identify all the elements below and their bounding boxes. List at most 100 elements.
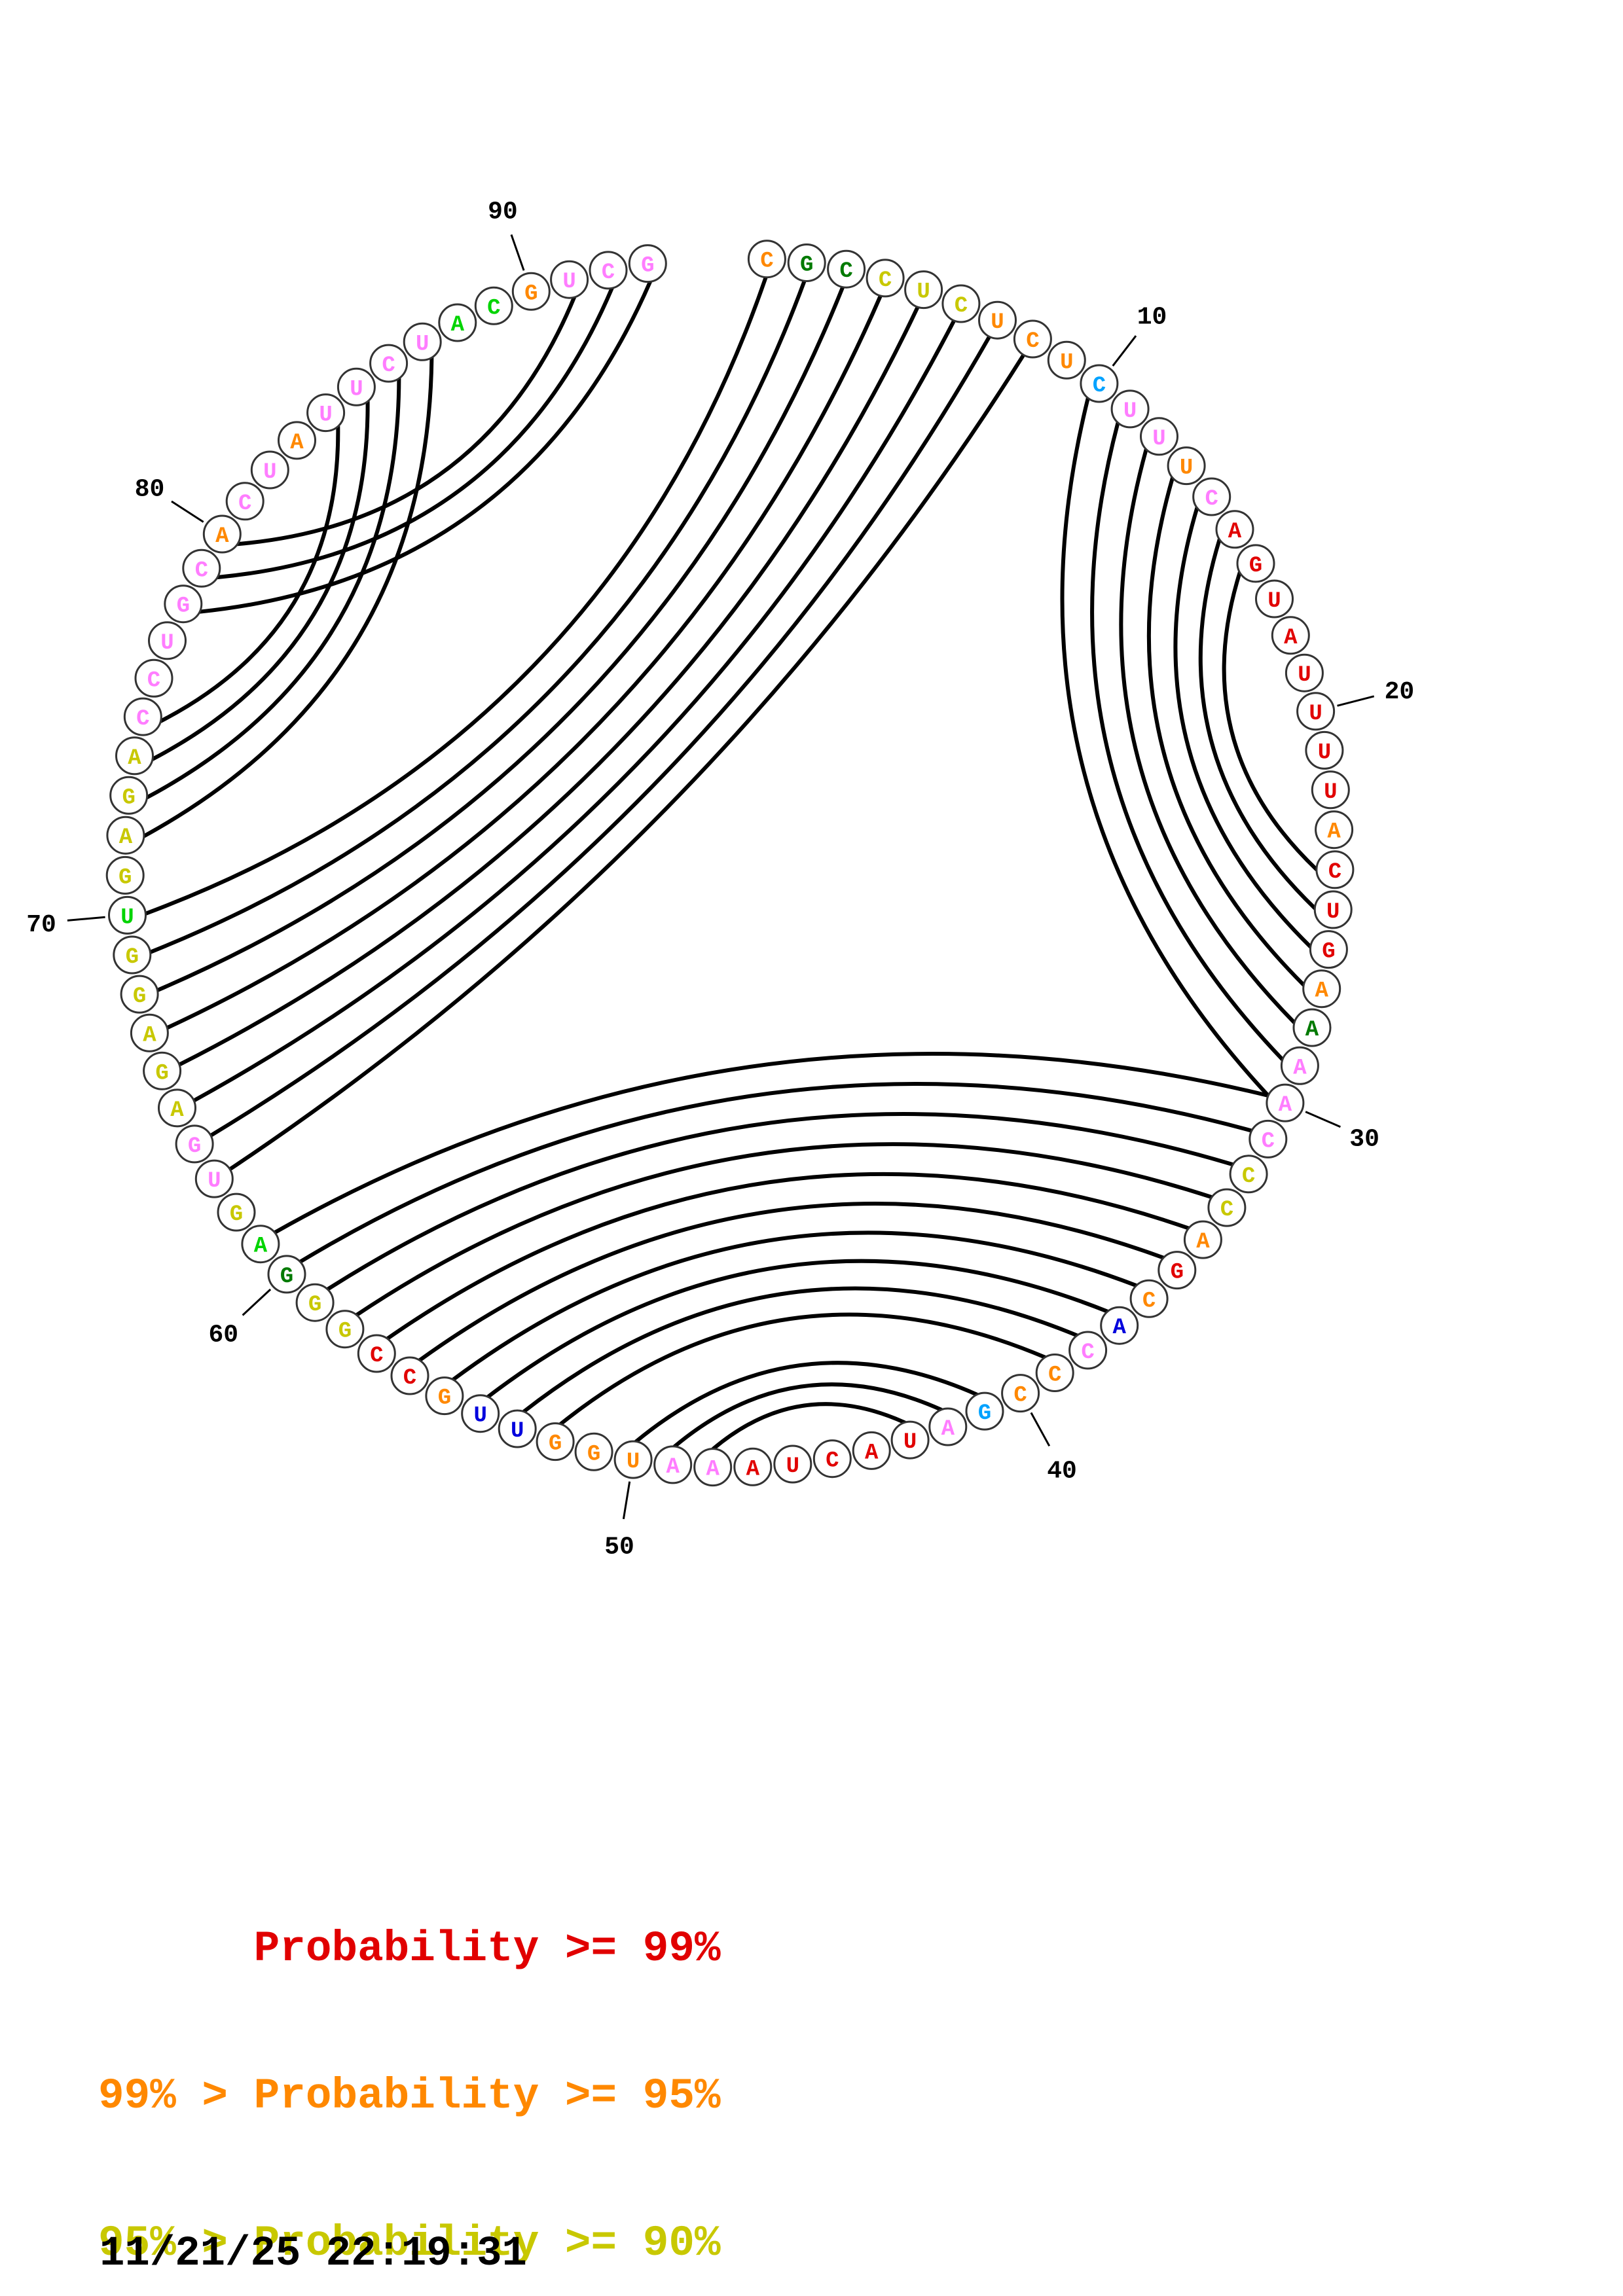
position-label-tick — [1337, 695, 1375, 707]
nucleotide-circle — [1013, 319, 1052, 359]
base-pair-arc — [385, 1172, 1191, 1341]
nucleotide-letter: G — [338, 1319, 352, 1344]
nucleotide-letter: G — [308, 1293, 321, 1318]
nucleotide-node: C — [1068, 1331, 1108, 1370]
nucleotide-circle — [357, 1334, 396, 1373]
nucleotide-letter: U — [991, 310, 1004, 335]
nucleotide-circle — [461, 1394, 500, 1433]
legend-item: 99% > Probability >= 95% — [98, 2072, 721, 2121]
nucleotide-node: A — [241, 1225, 280, 1264]
base-pair-arc — [711, 1402, 907, 1451]
nucleotide-letter: G — [133, 984, 146, 1009]
base-pair-arc — [634, 1361, 979, 1444]
nucleotide-node: C — [589, 251, 628, 290]
nucleotide-circle — [653, 1445, 693, 1484]
nucleotide-letter: U — [263, 460, 276, 485]
nucleotide-circle — [866, 259, 905, 298]
position-label-text: 60 — [208, 1321, 238, 1350]
nucleotide-node: C — [474, 286, 513, 325]
nucleotide-circle — [1311, 770, 1350, 810]
legend-item: 95% > Probability >= 90% — [98, 2219, 721, 2268]
base-pair-arc — [558, 1312, 1048, 1426]
base-pair-arc — [354, 1142, 1214, 1318]
base-pair-arc — [417, 1202, 1166, 1363]
nucleotide-letter: C — [1220, 1198, 1233, 1223]
nucleotide-node: C — [225, 482, 264, 521]
position-label: 40 — [1030, 1412, 1077, 1485]
nucleotide-circle — [1207, 1188, 1247, 1227]
nucleotide-circle — [1129, 1279, 1169, 1318]
base-pair-arc — [208, 334, 992, 1138]
position-label: 80 — [135, 475, 204, 523]
nucleotide-circle — [1292, 1008, 1332, 1047]
nucleotide-letter: C — [147, 668, 160, 693]
position-labels: 10 20 30 40 50 60 70 80 90 — [26, 198, 1414, 1562]
nucleotide-letter: U — [511, 1419, 524, 1444]
nucleotide-letter: C — [1262, 1129, 1275, 1154]
base-pair-arcs — [141, 275, 1319, 1451]
nucleotide-letter: C — [1093, 374, 1106, 399]
base-pair-arc — [272, 1052, 1271, 1235]
nucleotide-node: G — [1236, 544, 1275, 583]
nucleotide-node: U — [498, 1409, 537, 1448]
base-pair-arc — [228, 353, 1026, 1172]
nucleotide-letter: G — [1322, 940, 1335, 965]
nucleotide-node: G — [164, 584, 203, 624]
position-label-tick — [1112, 335, 1137, 367]
nucleotide-node: U — [1296, 692, 1336, 731]
nucleotide-node: C — [1249, 1119, 1288, 1158]
nucleotide-node: C — [866, 259, 905, 298]
nucleotide-letter: A — [941, 1417, 955, 1442]
nucleotide-node: C — [134, 658, 173, 698]
nucleotide-circle — [1080, 364, 1119, 403]
nucleotide-node: A — [158, 1088, 196, 1128]
nucleotide-letter: A — [1196, 1230, 1210, 1255]
nucleotide-circle — [474, 286, 513, 325]
nucleotide-node: C — [1013, 319, 1052, 359]
base-pair-arc — [1173, 505, 1313, 949]
nucleotide-node: A — [1292, 1008, 1332, 1047]
rna-circle-plot: C G C C UCUCUCUUUCAGUAUUUUACUGAAAACCCAGCACCC… — [26, 198, 1414, 1562]
position-label: 20 — [1337, 678, 1414, 707]
nucleotide-circle — [1068, 1331, 1108, 1370]
nucleotide-circle — [1280, 1046, 1319, 1085]
nucleotide-node: A — [130, 1013, 169, 1052]
nucleotide-circle — [498, 1409, 537, 1448]
nucleotide-circle — [1309, 930, 1348, 969]
nucleotide-circle — [115, 736, 154, 776]
nucleotide-circle — [202, 514, 242, 554]
nucleotide-circle — [143, 1051, 182, 1090]
nucleotide-letter: U — [1298, 663, 1311, 688]
nucleotide-node: C — [1192, 477, 1231, 516]
nucleotide-letter: U — [1326, 900, 1340, 925]
nucleotide-circle — [693, 1448, 733, 1487]
nucleotide-circle — [852, 1431, 891, 1470]
nucleotide-node: C — [182, 548, 221, 588]
nucleotide-node: A — [653, 1445, 693, 1484]
nucleotide-circle — [105, 855, 145, 895]
nucleotide-node: A — [1315, 810, 1354, 850]
nucleotide-letter: C — [826, 1449, 839, 1474]
nucleotide-letter: U — [1309, 702, 1322, 726]
nucleotide-node: G — [325, 1310, 365, 1349]
position-label-tick — [622, 1481, 631, 1520]
nucleotide-circle — [550, 260, 589, 299]
nucleotide-circle — [158, 1088, 196, 1128]
nucleotide-circle — [890, 1420, 930, 1460]
nucleotide-node: U — [108, 895, 147, 935]
nucleotide-letter: C — [370, 1344, 383, 1369]
base-pair-arc — [158, 424, 340, 723]
nucleotide-circle — [267, 1255, 306, 1294]
nucleotide-node: U — [978, 300, 1017, 340]
nucleotide-letter: G — [1171, 1261, 1184, 1285]
nucleotide-letter: A — [1284, 626, 1298, 651]
nucleotide-letter: G — [177, 594, 190, 619]
nucleotide-node: C — [812, 1439, 852, 1479]
nucleotide-node: A — [1302, 969, 1341, 1009]
nucleotide-letter: G — [155, 1061, 168, 1086]
nucleotide-circle — [278, 421, 316, 460]
nucleotide-letter: G — [549, 1432, 562, 1457]
nucleotide-letter: G — [1249, 554, 1262, 579]
nucleotide-circle — [241, 1225, 280, 1264]
nucleotide-circle — [217, 1193, 256, 1232]
